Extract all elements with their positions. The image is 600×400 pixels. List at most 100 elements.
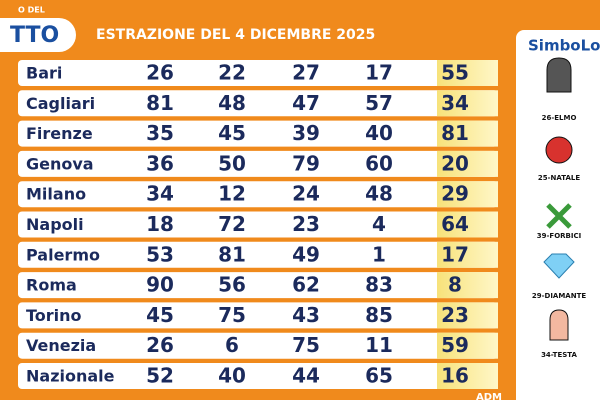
icon-ornament bbox=[545, 136, 573, 164]
logo-top: O DEL bbox=[18, 6, 45, 15]
number: 40 bbox=[365, 121, 393, 145]
number: 53 bbox=[146, 242, 174, 266]
number: 56 bbox=[218, 273, 246, 297]
number: 34 bbox=[441, 91, 469, 115]
number: 22 bbox=[218, 61, 246, 85]
number: 36 bbox=[146, 151, 174, 175]
number: 52 bbox=[146, 364, 174, 388]
logo: O DEL TTO bbox=[0, 6, 76, 52]
city: Nazionale bbox=[26, 367, 115, 386]
number: 8 bbox=[448, 273, 462, 297]
extra-cell bbox=[437, 302, 498, 329]
number: 75 bbox=[218, 303, 246, 327]
number: 75 bbox=[292, 333, 320, 357]
number: 81 bbox=[441, 121, 469, 145]
symbol-label: 39-FORBICI bbox=[537, 232, 581, 240]
city: Milano bbox=[26, 185, 86, 204]
logo-badge bbox=[0, 18, 76, 52]
city: Torino bbox=[26, 306, 82, 325]
city: Napoli bbox=[26, 215, 84, 234]
extra-cell bbox=[437, 181, 498, 208]
row-box bbox=[18, 150, 498, 177]
number: 1 bbox=[372, 242, 386, 266]
number: 24 bbox=[292, 182, 320, 206]
city: Venezia bbox=[26, 336, 96, 355]
row-box bbox=[18, 241, 498, 268]
number: 49 bbox=[292, 242, 320, 266]
extra-cell bbox=[437, 272, 498, 299]
number: 34 bbox=[146, 182, 174, 206]
city: Firenze bbox=[26, 124, 93, 143]
number: 29 bbox=[441, 182, 469, 206]
number: 17 bbox=[365, 61, 393, 85]
number: 48 bbox=[218, 91, 246, 115]
number: 43 bbox=[292, 303, 320, 327]
city: Palermo bbox=[26, 245, 100, 264]
icon-head bbox=[549, 309, 569, 341]
number: 55 bbox=[441, 61, 469, 85]
number: 17 bbox=[441, 242, 469, 266]
number: 4 bbox=[372, 212, 386, 236]
extra-cell bbox=[437, 211, 498, 238]
logo-main: TTO bbox=[10, 23, 59, 48]
number: 39 bbox=[292, 121, 320, 145]
number: 12 bbox=[218, 182, 246, 206]
icon-diamond bbox=[543, 253, 575, 279]
number: 90 bbox=[146, 273, 174, 297]
number: 72 bbox=[218, 212, 246, 236]
number: 18 bbox=[146, 212, 174, 236]
number: 64 bbox=[441, 212, 469, 236]
city: Cagliari bbox=[26, 94, 95, 113]
number: 11 bbox=[365, 333, 393, 357]
number: 60 bbox=[365, 151, 393, 175]
number: 35 bbox=[146, 121, 174, 145]
symbol-label: 26-ELMO bbox=[542, 114, 577, 122]
symbol-label: 25-NATALE bbox=[538, 174, 580, 182]
sidebar: SimboLot bbox=[516, 30, 600, 400]
number: 81 bbox=[218, 242, 246, 266]
extra-cell bbox=[437, 60, 498, 86]
extra-cell bbox=[437, 241, 498, 268]
city: Roma bbox=[26, 276, 77, 295]
footer-brand: ADM bbox=[476, 392, 502, 400]
icon-scissors bbox=[546, 203, 572, 229]
number: 40 bbox=[218, 364, 246, 388]
number: 83 bbox=[365, 273, 393, 297]
number: 26 bbox=[146, 333, 174, 357]
extra-cell bbox=[437, 120, 498, 147]
number: 62 bbox=[292, 273, 320, 297]
number: 20 bbox=[441, 151, 469, 175]
row-box bbox=[18, 60, 498, 86]
number: 57 bbox=[365, 91, 393, 115]
row-box bbox=[18, 272, 498, 299]
symbol-label: 29-DIAMANTE bbox=[532, 292, 586, 300]
number: 44 bbox=[292, 364, 320, 388]
number: 16 bbox=[441, 364, 469, 388]
sidebar-title: SimboLot bbox=[528, 37, 600, 55]
number: 23 bbox=[292, 212, 320, 236]
extra-cell bbox=[437, 332, 498, 359]
number: 79 bbox=[292, 151, 320, 175]
extra-cell bbox=[437, 90, 498, 117]
extra-cell bbox=[437, 150, 498, 177]
number: 48 bbox=[365, 182, 393, 206]
city: Genova bbox=[26, 154, 94, 173]
row-box bbox=[18, 363, 498, 389]
row-box bbox=[18, 120, 498, 147]
number: 50 bbox=[218, 151, 246, 175]
icon-helmet bbox=[546, 57, 572, 93]
number: 81 bbox=[146, 91, 174, 115]
number: 27 bbox=[292, 61, 320, 85]
number: 45 bbox=[146, 303, 174, 327]
title: ESTRAZIONE DEL 4 DICEMBRE 2025 bbox=[96, 27, 375, 43]
number: 65 bbox=[365, 364, 393, 388]
row-box bbox=[18, 181, 498, 208]
number: 45 bbox=[218, 121, 246, 145]
city: Bari bbox=[26, 64, 62, 83]
row-box bbox=[18, 332, 498, 359]
number: 26 bbox=[146, 61, 174, 85]
symbol-label: 34-TESTA bbox=[541, 351, 577, 359]
number: 23 bbox=[441, 303, 469, 327]
